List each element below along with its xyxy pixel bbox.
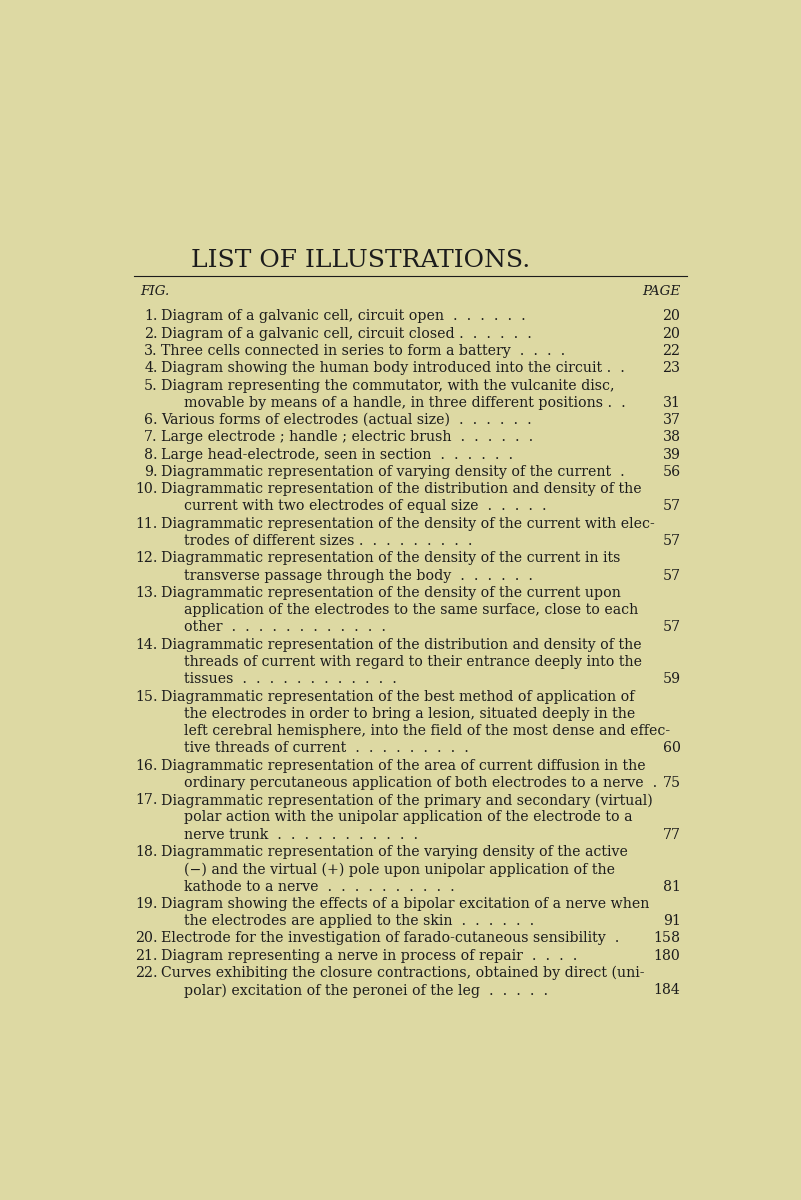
Text: Diagrammatic representation of the density of the current in its: Diagrammatic representation of the densi… [161, 551, 620, 565]
Text: Diagram showing the effects of a bipolar excitation of a nerve when: Diagram showing the effects of a bipolar… [161, 896, 650, 911]
Text: 77: 77 [662, 828, 681, 841]
Text: 60: 60 [662, 742, 681, 755]
Text: Diagrammatic representation of the distribution and density of the: Diagrammatic representation of the distr… [161, 637, 642, 652]
Text: 22.: 22. [135, 966, 158, 980]
Text: left cerebral hemisphere, into the field of the most dense and effec-: left cerebral hemisphere, into the field… [184, 724, 670, 738]
Text: LIST OF ILLUSTRATIONS.: LIST OF ILLUSTRATIONS. [191, 248, 530, 271]
Text: 22: 22 [662, 344, 681, 358]
Text: 1.: 1. [144, 310, 158, 323]
Text: kathode to a nerve  .  .  .  .  .  .  .  .  .  .: kathode to a nerve . . . . . . . . . . [184, 880, 455, 894]
Text: 180: 180 [654, 949, 681, 962]
Text: threads of current with regard to their entrance deeply into the: threads of current with regard to their … [184, 655, 642, 668]
Text: tive threads of current  .  .  .  .  .  .  .  .  .: tive threads of current . . . . . . . . … [184, 742, 469, 755]
Text: Diagrammatic representation of the density of the current upon: Diagrammatic representation of the densi… [161, 586, 621, 600]
Text: Three cells connected in series to form a battery  .  .  .  .: Three cells connected in series to form … [161, 344, 566, 358]
Text: trodes of different sizes .  .  .  .  .  .  .  .  .: trodes of different sizes . . . . . . . … [184, 534, 473, 548]
Text: Diagrammatic representation of the distribution and density of the: Diagrammatic representation of the distr… [161, 482, 642, 496]
Text: 19.: 19. [135, 896, 158, 911]
Text: 3.: 3. [144, 344, 158, 358]
Text: 8.: 8. [144, 448, 158, 462]
Text: 75: 75 [662, 776, 681, 790]
Text: 57: 57 [662, 499, 681, 514]
Text: the electrodes are applied to the skin  .  .  .  .  .  .: the electrodes are applied to the skin .… [184, 914, 534, 928]
Text: 12.: 12. [135, 551, 158, 565]
Text: Diagrammatic representation of the primary and secondary (virtual): Diagrammatic representation of the prima… [161, 793, 653, 808]
Text: 57: 57 [662, 569, 681, 582]
Text: 56: 56 [662, 464, 681, 479]
Text: ordinary percutaneous application of both electrodes to a nerve  .: ordinary percutaneous application of bot… [184, 776, 657, 790]
Text: 5.: 5. [144, 378, 158, 392]
Text: Diagrammatic representation of the best method of application of: Diagrammatic representation of the best … [161, 690, 634, 703]
Text: 11.: 11. [135, 517, 158, 530]
Text: 37: 37 [662, 413, 681, 427]
Text: 184: 184 [654, 983, 681, 997]
Text: 20: 20 [662, 310, 681, 323]
Text: tissues  .  .  .  .  .  .  .  .  .  .  .  .: tissues . . . . . . . . . . . . [184, 672, 396, 686]
Text: 14.: 14. [135, 637, 158, 652]
Text: 4.: 4. [144, 361, 158, 376]
Text: 31: 31 [662, 396, 681, 409]
Text: application of the electrodes to the same surface, close to each: application of the electrodes to the sam… [184, 604, 638, 617]
Text: polar) excitation of the peronei of the leg  .  .  .  .  .: polar) excitation of the peronei of the … [184, 983, 548, 997]
Text: 16.: 16. [135, 758, 158, 773]
Text: 81: 81 [662, 880, 681, 894]
Text: Large head-electrode, seen in section  .  .  .  .  .  .: Large head-electrode, seen in section . … [161, 448, 513, 462]
Text: 57: 57 [662, 534, 681, 548]
Text: Diagram showing the human body introduced into the circuit .  .: Diagram showing the human body introduce… [161, 361, 625, 376]
Text: Curves exhibiting the closure contractions, obtained by direct (uni-: Curves exhibiting the closure contractio… [161, 966, 645, 980]
Text: movable by means of a handle, in three different positions .  .: movable by means of a handle, in three d… [184, 396, 626, 409]
Text: nerve trunk  .  .  .  .  .  .  .  .  .  .  .: nerve trunk . . . . . . . . . . . [184, 828, 418, 841]
Text: 6.: 6. [144, 413, 158, 427]
Text: Diagrammatic representation of the varying density of the active: Diagrammatic representation of the varyi… [161, 845, 628, 859]
Text: 38: 38 [662, 431, 681, 444]
Text: 20.: 20. [135, 931, 158, 946]
Text: the electrodes in order to bring a lesion, situated deeply in the: the electrodes in order to bring a lesio… [184, 707, 635, 721]
Text: transverse passage through the body  .  .  .  .  .  .: transverse passage through the body . . … [184, 569, 533, 582]
Text: Large electrode ; handle ; electric brush  .  .  .  .  .  .: Large electrode ; handle ; electric brus… [161, 431, 533, 444]
Text: Various forms of electrodes (actual size)  .  .  .  .  .  .: Various forms of electrodes (actual size… [161, 413, 532, 427]
Text: Electrode for the investigation of farado-cutaneous sensibility  .: Electrode for the investigation of farad… [161, 931, 619, 946]
Text: Diagrammatic representation of the area of current diffusion in the: Diagrammatic representation of the area … [161, 758, 646, 773]
Text: current with two electrodes of equal size  .  .  .  .  .: current with two electrodes of equal siz… [184, 499, 546, 514]
Text: 9.: 9. [144, 464, 158, 479]
Text: 2.: 2. [144, 326, 158, 341]
Text: other  .  .  .  .  .  .  .  .  .  .  .  .: other . . . . . . . . . . . . [184, 620, 386, 635]
Text: Diagram representing a nerve in process of repair  .  .  .  .: Diagram representing a nerve in process … [161, 949, 578, 962]
Text: 13.: 13. [135, 586, 158, 600]
Text: (−) and the virtual (+) pole upon unipolar application of the: (−) and the virtual (+) pole upon unipol… [184, 863, 615, 877]
Text: 59: 59 [662, 672, 681, 686]
Text: 10.: 10. [135, 482, 158, 496]
Text: 7.: 7. [144, 431, 158, 444]
Text: PAGE: PAGE [642, 286, 681, 299]
Text: Diagram representing the commutator, with the vulcanite disc,: Diagram representing the commutator, wit… [161, 378, 614, 392]
Text: 20: 20 [662, 326, 681, 341]
Text: Diagrammatic representation of the density of the current with elec-: Diagrammatic representation of the densi… [161, 517, 654, 530]
Text: 21.: 21. [135, 949, 158, 962]
Text: Diagrammatic representation of varying density of the current  .: Diagrammatic representation of varying d… [161, 464, 625, 479]
Text: 158: 158 [654, 931, 681, 946]
Text: 23: 23 [662, 361, 681, 376]
Text: polar action with the unipolar application of the electrode to a: polar action with the unipolar applicati… [184, 810, 633, 824]
Text: 57: 57 [662, 620, 681, 635]
Text: 17.: 17. [135, 793, 158, 808]
Text: 15.: 15. [135, 690, 158, 703]
Text: 91: 91 [662, 914, 681, 928]
Text: 18.: 18. [135, 845, 158, 859]
Text: Diagram of a galvanic cell, circuit open  .  .  .  .  .  .: Diagram of a galvanic cell, circuit open… [161, 310, 525, 323]
Text: Diagram of a galvanic cell, circuit closed .  .  .  .  .  .: Diagram of a galvanic cell, circuit clos… [161, 326, 532, 341]
Text: 39: 39 [662, 448, 681, 462]
Text: FIG.: FIG. [140, 286, 170, 299]
